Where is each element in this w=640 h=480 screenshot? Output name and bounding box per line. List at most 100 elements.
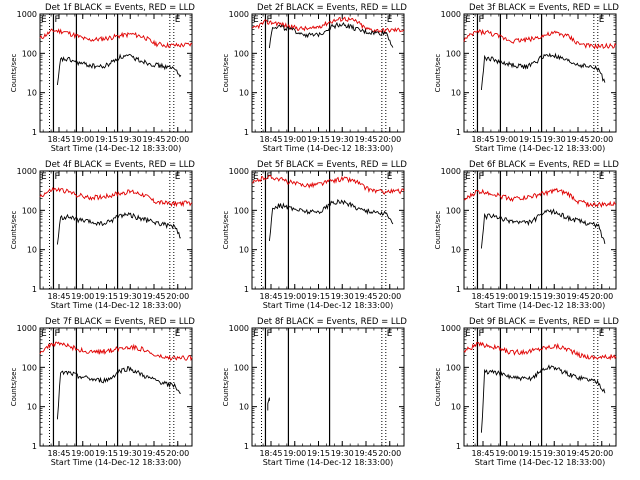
x-tick-label: 18:45 [259, 449, 282, 458]
x-tick-label: 18:45 [259, 135, 282, 144]
x-tick-label: 19:15 [95, 292, 118, 301]
series-events-line [268, 21, 394, 49]
y-tick-label: 10 [239, 403, 249, 412]
x-tick-label: 19:45 [142, 292, 165, 301]
series-lld-line [39, 186, 193, 208]
x-tick-label: 19:15 [519, 135, 542, 144]
x-axis-label: Start Time (14-Dec-12 18:33:00) [51, 301, 182, 310]
panel-title: Det 1f BLACK = Events, RED = LLD [45, 3, 195, 13]
y-tick-label: 1 [32, 285, 37, 294]
marker-F-label: F [478, 15, 483, 25]
marker-F-label: F [266, 329, 271, 339]
x-tick-label: 20:00 [590, 449, 613, 458]
x-tick-label: 19:00 [495, 449, 518, 458]
x-tick-label: 20:00 [166, 292, 189, 301]
marker-F-label: F [266, 172, 271, 182]
y-tick-label: 1 [244, 442, 249, 451]
y-axis-label: Counts/sec [10, 54, 18, 93]
panel-det-3: Det 3f BLACK = Events, RED = LLD 1 10 100 10… [434, 3, 619, 153]
marker-E-label: E [387, 172, 393, 182]
panel-det-4: Det 4f BLACK = Events, RED = LLD 1 10 100 10… [10, 160, 195, 310]
x-tick-label: 19:45 [142, 449, 165, 458]
y-tick-label: 1000 [441, 167, 461, 176]
y-tick-label: 10 [27, 403, 37, 412]
y-tick-label: 100 [22, 49, 37, 58]
x-tick-label: 19:45 [354, 292, 377, 301]
plot-frame [463, 13, 617, 133]
x-tick-label: 19:00 [495, 292, 518, 301]
x-axis-label: Start Time (14-Dec-12 18:33:00) [51, 144, 182, 153]
x-tick-label: 19:30 [331, 135, 354, 144]
series-events-line [480, 208, 606, 249]
marker-F-label: F [266, 15, 271, 25]
marker-F-label: F [54, 329, 59, 339]
marker-E-label: E [41, 15, 47, 25]
y-tick-label: 100 [446, 363, 461, 372]
x-tick-label: 19:30 [119, 135, 142, 144]
series-lld-line [251, 175, 405, 195]
x-tick-label: 18:45 [471, 449, 494, 458]
y-tick-label: 10 [451, 403, 461, 412]
panel-title: Det 6f BLACK = Events, RED = LLD [469, 160, 619, 170]
x-tick-label: 20:00 [590, 292, 613, 301]
marker-E-label: E [387, 15, 393, 25]
x-tick-label: 20:00 [166, 449, 189, 458]
plot-frame [39, 327, 193, 447]
y-tick-label: 10 [451, 89, 461, 98]
series-lld-line [463, 28, 617, 50]
marker-F-label: F [478, 329, 483, 339]
y-tick-label: 100 [234, 206, 249, 215]
y-tick-label: 1000 [229, 10, 249, 19]
panel-det-8: Det 8f BLACK = Events, RED = LLD 1 10 100 10… [222, 317, 407, 467]
x-tick-label: 19:30 [543, 135, 566, 144]
panel-det-7: Det 7f BLACK = Events, RED = LLD 1 10 100 10… [10, 317, 195, 467]
x-axis-label: Start Time (14-Dec-12 18:33:00) [475, 144, 606, 153]
y-axis-label: Counts/sec [10, 211, 18, 250]
x-tick-label: 19:45 [142, 135, 165, 144]
marker-F-label: F [478, 172, 483, 182]
plot-frame [39, 170, 193, 290]
x-tick-label: 19:00 [283, 292, 306, 301]
y-tick-label: 1000 [441, 10, 461, 19]
series-lld-line [463, 187, 616, 209]
x-tick-label: 18:45 [259, 292, 282, 301]
panel-det-9: Det 9f BLACK = Events, RED = LLD 1 10 100 10… [434, 317, 619, 467]
x-tick-label: 19:30 [543, 449, 566, 458]
y-tick-label: 1 [456, 128, 461, 137]
y-axis-label: Counts/sec [222, 54, 230, 93]
x-tick-label: 19:00 [71, 292, 94, 301]
y-tick-label: 1 [244, 285, 249, 294]
y-tick-label: 1 [456, 285, 461, 294]
panel-title: Det 8f BLACK = Events, RED = LLD [257, 317, 407, 327]
x-tick-label: 19:15 [95, 449, 118, 458]
y-tick-label: 100 [234, 49, 249, 58]
plot-frame [39, 13, 193, 133]
x-tick-label: 20:00 [378, 292, 401, 301]
x-tick-label: 19:30 [331, 292, 354, 301]
panel-title: Det 7f BLACK = Events, RED = LLD [45, 317, 195, 327]
x-tick-label: 19:00 [71, 135, 94, 144]
y-tick-label: 1000 [17, 167, 37, 176]
marker-F-label: F [54, 172, 59, 182]
x-axis-label: Start Time (14-Dec-12 18:33:00) [263, 301, 394, 310]
y-tick-label: 1 [244, 128, 249, 137]
y-tick-label: 1000 [229, 167, 249, 176]
y-axis-label: Counts/sec [10, 368, 18, 407]
y-tick-label: 1000 [17, 10, 37, 19]
x-tick-label: 18:45 [471, 292, 494, 301]
x-tick-label: 19:00 [283, 449, 306, 458]
x-tick-label: 19:30 [331, 449, 354, 458]
x-tick-label: 19:15 [95, 135, 118, 144]
series-events-line [480, 364, 606, 433]
x-tick-label: 19:15 [307, 135, 330, 144]
y-tick-label: 1 [32, 128, 37, 137]
marker-E-label: E [175, 15, 181, 25]
plot-frame [251, 327, 405, 447]
x-tick-label: 19:15 [519, 292, 542, 301]
marker-E-label: E [387, 329, 393, 339]
x-tick-label: 20:00 [590, 135, 613, 144]
x-tick-label: 18:45 [47, 135, 70, 144]
x-tick-label: 19:30 [119, 449, 142, 458]
panel-title: Det 9f BLACK = Events, RED = LLD [469, 317, 619, 327]
